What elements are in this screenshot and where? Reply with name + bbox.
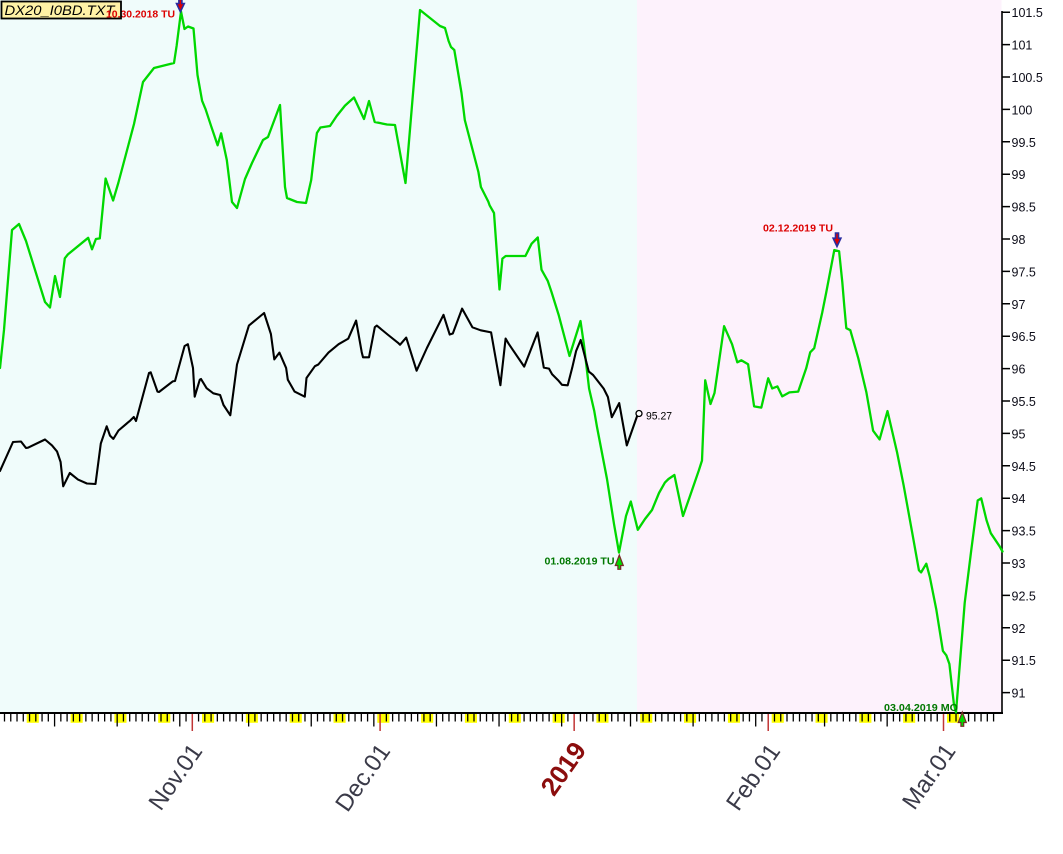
- svg-text:03.04.2019 MO: 03.04.2019 MO: [884, 703, 958, 714]
- svg-text:02.12.2019 TU: 02.12.2019 TU: [763, 224, 833, 235]
- svg-text:96: 96: [1012, 363, 1026, 377]
- svg-text:93.5: 93.5: [1012, 525, 1036, 539]
- svg-text:100.5: 100.5: [1012, 71, 1043, 85]
- svg-text:97.5: 97.5: [1012, 265, 1036, 279]
- svg-text:92: 92: [1012, 622, 1026, 636]
- svg-text:93: 93: [1012, 557, 1026, 571]
- svg-text:91: 91: [1012, 687, 1026, 701]
- svg-text:98.5: 98.5: [1012, 201, 1036, 215]
- svg-text:99: 99: [1012, 168, 1026, 182]
- svg-text:95: 95: [1012, 427, 1026, 441]
- svg-text:96.5: 96.5: [1012, 330, 1036, 344]
- svg-text:94: 94: [1012, 492, 1026, 506]
- svg-text:100: 100: [1012, 103, 1033, 117]
- svg-text:101: 101: [1012, 39, 1033, 53]
- svg-text:98: 98: [1012, 233, 1026, 247]
- svg-text:95.5: 95.5: [1012, 395, 1036, 409]
- svg-text:101.5: 101.5: [1012, 6, 1043, 20]
- svg-text:94.5: 94.5: [1012, 460, 1036, 474]
- svg-text:01.08.2019 TU: 01.08.2019 TU: [545, 557, 615, 568]
- svg-text:10.30.2018 TU: 10.30.2018 TU: [106, 10, 175, 21]
- svg-text:99.5: 99.5: [1012, 136, 1036, 150]
- svg-text:95.27: 95.27: [646, 411, 672, 423]
- svg-text:91.5: 91.5: [1012, 654, 1036, 668]
- svg-text:DX20_I0BD.TXT: DX20_I0BD.TXT: [5, 2, 117, 18]
- svg-text:97: 97: [1012, 298, 1026, 312]
- svg-text:92.5: 92.5: [1012, 589, 1036, 603]
